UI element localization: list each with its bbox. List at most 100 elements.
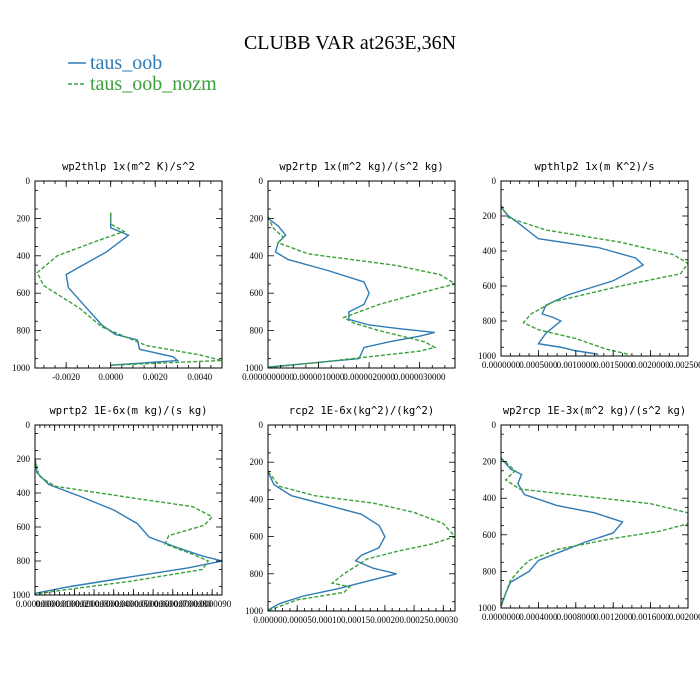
y-tick-label: 0: [259, 176, 264, 186]
series-line-taus-oob: [268, 217, 435, 368]
series-line-taus-oob: [268, 471, 397, 611]
panel-4: wprtp2 1E-6x(m kg)/(s kg) 0 200 400 600 800 10…: [12, 405, 232, 609]
y-tick-label: 200: [483, 211, 497, 221]
panel-title: wp2thlp 1x(m^2 K)/s^2: [62, 161, 195, 173]
y-tick-label: 600: [250, 288, 264, 298]
x-tick-label: 0.0025000: [669, 360, 700, 370]
x-tick-label: 0.0000060: [134, 599, 173, 609]
panel-title: wpthlp2 1x(m K^2)/s: [534, 161, 654, 173]
x-tick-label: 0.00000: [253, 615, 283, 625]
panels-group: wp2thlp 1x(m^2 K)/s^2 0 200 400 600 800 1000 -0…: [12, 161, 700, 625]
x-tick-label: 0.0000: [98, 372, 123, 382]
y-tick-label: 600: [250, 532, 264, 542]
x-tick-label: 0.0000020000: [343, 372, 395, 382]
legend-label-taus-oob-nozm: taus_oob_nozm: [90, 73, 217, 95]
y-tick-label: 800: [483, 316, 497, 326]
x-tick-label: 0.0000010000: [293, 372, 345, 382]
y-tick-label: 400: [250, 494, 264, 504]
y-tick-label: 400: [483, 493, 497, 503]
panel-title: wprtp2 1E-6x(m kg)/(s kg): [49, 405, 207, 417]
x-tick-label: 0.0000020: [55, 599, 94, 609]
plot-frame: [34, 424, 223, 596]
series-line-taus-oob-nozm: [501, 457, 688, 608]
x-tick-label: 0.0000010: [36, 599, 75, 609]
y-tick-label: 1000: [245, 606, 264, 616]
plot-frame: [34, 180, 223, 369]
series-line-taus-oob-nozm: [268, 471, 455, 611]
x-tick-label: 0.0040: [187, 372, 212, 382]
panel-5: rcp2 1E-6x(kg^2)/(kg^2) 0 200 400 600 800 1000…: [245, 405, 458, 625]
panel-1: wp2thlp 1x(m^2 K)/s^2 0 200 400 600 800 1000 -0…: [12, 161, 223, 382]
y-tick-label: 0: [26, 176, 31, 186]
plot-frame: [500, 424, 689, 609]
y-tick-label: 800: [17, 326, 31, 336]
x-tick-label: 0.0000000: [16, 599, 55, 609]
series-line-taus-oob: [501, 206, 645, 355]
x-tick-label: 0.0016000: [631, 612, 670, 622]
panel-2: wp2rtp 1x(m^2 kg)/(s^2 kg) 0 200 400 600 800 1…: [242, 161, 456, 382]
y-tick-label: 600: [483, 281, 497, 291]
x-tick-label: 0.0000000: [482, 612, 521, 622]
x-tick-label: 0.0000000: [482, 360, 521, 370]
panel-3: wpthlp2 1x(m K^2)/s020040060080010000.00…: [478, 161, 700, 370]
y-tick-label: 800: [483, 566, 497, 576]
series-line-taus-oob-nozm: [268, 216, 455, 368]
y-tick-label: 800: [250, 326, 264, 336]
series-line-taus-oob-nozm: [501, 205, 688, 355]
plot-frame: [500, 180, 689, 357]
y-tick-label: 400: [17, 488, 31, 498]
x-tick-label: 0.00005: [283, 615, 313, 625]
y-tick-label: 0: [492, 176, 497, 186]
series-line-taus-oob: [35, 458, 222, 594]
x-tick-label: 0.0020000: [669, 612, 700, 622]
series-line-taus-oob: [501, 457, 624, 607]
x-tick-label: 0.0000040: [95, 599, 134, 609]
x-tick-label: 0.0004000: [519, 612, 558, 622]
legend-entry-taus-oob-nozm: taus_oob_nozm: [68, 73, 217, 95]
x-tick-label: 0.0008000: [557, 612, 596, 622]
x-tick-label: 0.0015000: [594, 360, 633, 370]
panel-6: wp2rcp 1E-3x(m^2 kg)/(s^2 kg) 0 200 400 600 8…: [478, 405, 700, 622]
x-tick-label: 0.00010: [312, 615, 342, 625]
x-tick-label: 0.00020: [370, 615, 400, 625]
plot-frame: [267, 180, 456, 369]
x-tick-label: 0.0000000000: [242, 372, 294, 382]
y-tick-label: 1000: [478, 351, 497, 361]
y-tick-label: 600: [17, 288, 31, 298]
x-tick-label: 0.0010000: [557, 360, 596, 370]
figure-title: CLUBB VAR at263E,36N: [244, 32, 456, 54]
x-tick-label: 0.0000080: [173, 599, 212, 609]
panel-title: rcp2 1E-6x(kg^2)/(kg^2): [289, 405, 434, 417]
series-line-taus-oob: [65, 212, 180, 366]
x-tick-label: 0.0012000: [594, 612, 633, 622]
panel-title: wp2rtp 1x(m^2 kg)/(s^2 kg): [279, 161, 443, 173]
x-tick-label: -0.0020: [52, 372, 80, 382]
y-tick-label: 1000: [12, 590, 31, 600]
y-tick-label: 200: [483, 457, 497, 467]
y-tick-label: 200: [17, 454, 31, 464]
y-tick-label: 0: [259, 420, 264, 430]
series-line-taus-oob-nozm: [35, 458, 214, 595]
y-tick-label: 400: [250, 251, 264, 261]
y-tick-label: 1000: [12, 363, 31, 373]
y-tick-label: 0: [492, 420, 497, 430]
x-tick-label: 0.0020: [143, 372, 168, 382]
y-tick-label: 800: [250, 569, 264, 579]
plot-frame: [267, 424, 456, 612]
legend: taus_oob taus_oob_nozm: [68, 52, 217, 95]
x-tick-label: 0.0000030: [75, 599, 114, 609]
y-tick-label: 200: [250, 457, 264, 467]
x-tick-label: 0.0020000: [631, 360, 670, 370]
y-tick-label: 600: [483, 530, 497, 540]
x-tick-label: 0.0005000: [519, 360, 558, 370]
y-tick-label: 400: [483, 246, 497, 256]
y-tick-label: 200: [250, 213, 264, 223]
x-tick-label: 0.00025: [399, 615, 429, 625]
y-tick-label: 1000: [478, 603, 497, 613]
x-tick-label: 0.0000090: [193, 599, 232, 609]
y-tick-label: 800: [17, 556, 31, 566]
x-tick-label: 0.00030: [429, 615, 459, 625]
series-line-taus-oob-nozm: [36, 212, 222, 366]
x-tick-label: 0.0000050: [114, 599, 153, 609]
